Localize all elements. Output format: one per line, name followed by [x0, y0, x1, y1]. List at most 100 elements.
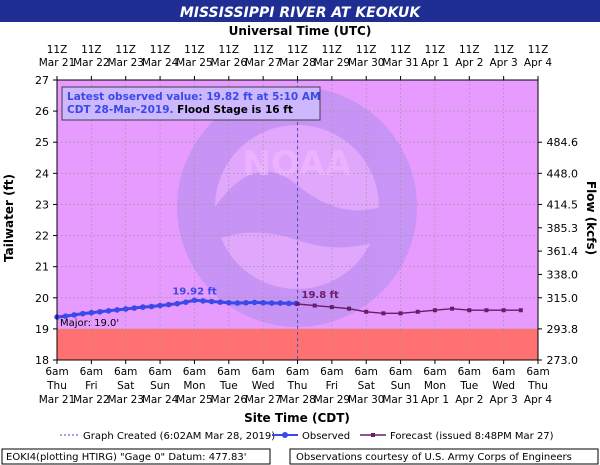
observed-point [105, 308, 112, 314]
top-tick-time: 11Z [115, 44, 136, 56]
right-tick-label: 361.4 [547, 245, 579, 258]
right-tick-label: 315.0 [547, 292, 579, 305]
top-tick-time: 11Z [459, 44, 480, 56]
left-tick-label: 19 [35, 323, 49, 336]
bottom-tick-date: Mar 24 [142, 394, 179, 406]
top-tick-date: Mar 25 [176, 57, 213, 69]
observed-point [114, 307, 120, 313]
bottom-tick-time: 6am [355, 366, 378, 378]
observed-point [191, 297, 198, 304]
top-tick-time: 11Z [184, 44, 205, 56]
bottom-tick-day: Sat [117, 380, 134, 392]
bottom-tick-day: Sat [358, 380, 375, 392]
observed-point [268, 300, 275, 306]
bottom-tick-day: Sun [391, 380, 411, 392]
forecast-point [484, 308, 489, 313]
bottom-tick-date: Mar 21 [39, 394, 76, 406]
top-tick-time: 11Z [219, 44, 240, 56]
top-tick-time: 11Z [390, 44, 411, 56]
top-tick-time: 11Z [287, 44, 308, 56]
forecast-start-label: 19.8 ft [302, 290, 340, 301]
left-tick-label: 23 [35, 198, 49, 211]
observed-point [157, 302, 163, 309]
right-tick-label: 293.8 [547, 323, 579, 336]
bottom-tick-time: 6am [526, 366, 549, 378]
forecast-point [312, 303, 317, 308]
bottom-tick-date: Mar 28 [279, 394, 316, 406]
bottom-tick-time: 6am [80, 366, 103, 378]
bottom-tick-day: Mon [424, 380, 446, 392]
observed-point [97, 308, 103, 315]
observed-point [277, 300, 284, 306]
bottom-tick-day: Wed [252, 380, 275, 392]
top-tick-date: Mar 21 [39, 57, 76, 69]
bottom-tick-time: 6am [183, 366, 206, 378]
top-tick-time: 11Z [356, 44, 377, 56]
left-tick-label: 26 [35, 105, 49, 118]
bottom-tick-date: Apr 2 [455, 394, 483, 406]
bottom-tick-date: Mar 30 [348, 394, 385, 406]
bottom-tick-date: Mar 27 [245, 394, 282, 406]
bottom-tick-date: Apr 1 [421, 394, 449, 406]
right-tick-label: 338.0 [547, 268, 579, 281]
top-tick-date: Mar 27 [245, 57, 282, 69]
left-tick-label: 22 [35, 230, 49, 243]
series-group [54, 297, 523, 320]
observed-point [131, 305, 138, 311]
right-axis-title: Flow (kcfs) [584, 181, 598, 255]
right-tick-label: 385.3 [547, 222, 579, 235]
bottom-tick-day: Mon [183, 380, 205, 392]
bottom-tick-date: Apr 4 [524, 394, 553, 406]
forecast-point [364, 309, 369, 314]
top-tick-date: Mar 24 [142, 57, 179, 69]
bottom-tick-day: Thu [46, 380, 67, 392]
top-tick-date: Mar 31 [382, 57, 419, 69]
observed-point [183, 299, 189, 305]
top-tick-date: Mar 22 [73, 57, 110, 69]
top-tick-time: 11Z [47, 44, 68, 56]
forecast-point [432, 308, 437, 313]
top-tick-date: Mar 26 [211, 57, 248, 69]
observed-point [200, 298, 206, 304]
observed-point [140, 304, 146, 310]
top-tick-date: Mar 30 [348, 57, 385, 69]
observed-point [286, 300, 292, 307]
legend-forecast: Forecast (issued 8:48PM Mar 27) [390, 431, 554, 442]
forecast-point [501, 308, 506, 313]
bottom-tick-day: Thu [287, 380, 308, 392]
top-axis-title: Universal Time (UTC) [229, 24, 372, 38]
bottom-tick-date: Mar 29 [314, 394, 351, 406]
bottom-tick-day: Tue [219, 380, 238, 392]
bottom-tick-date: Mar 23 [107, 394, 144, 406]
observed-point [243, 299, 249, 306]
right-tick-label: 484.6 [547, 136, 579, 149]
left-tick-label: 20 [35, 292, 49, 305]
observed-point [71, 312, 77, 318]
chart-title: MISSISSIPPI RIVER AT KEOKUK [180, 5, 421, 21]
observed-point [79, 310, 86, 317]
bottom-tick-day: Tue [459, 380, 478, 392]
major-stage-label: Major: 19.0' [60, 318, 119, 329]
observed-point [251, 299, 258, 306]
title-bar [0, 0, 600, 22]
observed-point [174, 300, 181, 307]
left-tick-label: 24 [35, 167, 49, 180]
observed-point [260, 299, 266, 306]
bottom-tick-day: Fri [85, 380, 98, 392]
left-axis-title: Tailwater (ft) [2, 174, 16, 262]
bottom-tick-date: Mar 26 [211, 394, 248, 406]
legend-observed: Observed [302, 431, 350, 442]
major-stage-label-group: Major: 19.0' [60, 318, 119, 329]
bottom-tick-time: 6am [492, 366, 515, 378]
peak-value-label: 19.92 ft [172, 286, 216, 297]
bottom-tick-time: 6am [114, 366, 137, 378]
forecast-point [329, 305, 334, 310]
top-tick-time: 11Z [253, 44, 274, 56]
left-tick-label: 21 [35, 261, 49, 274]
footer-datum: EOKI4(plotting HTIRG) "Gage 0" Datum: 47… [6, 452, 246, 463]
bottom-tick-time: 6am [251, 366, 274, 378]
forecast-point [381, 311, 386, 316]
top-tick-date: Mar 23 [107, 57, 144, 69]
bottom-tick-time: 6am [45, 366, 68, 378]
